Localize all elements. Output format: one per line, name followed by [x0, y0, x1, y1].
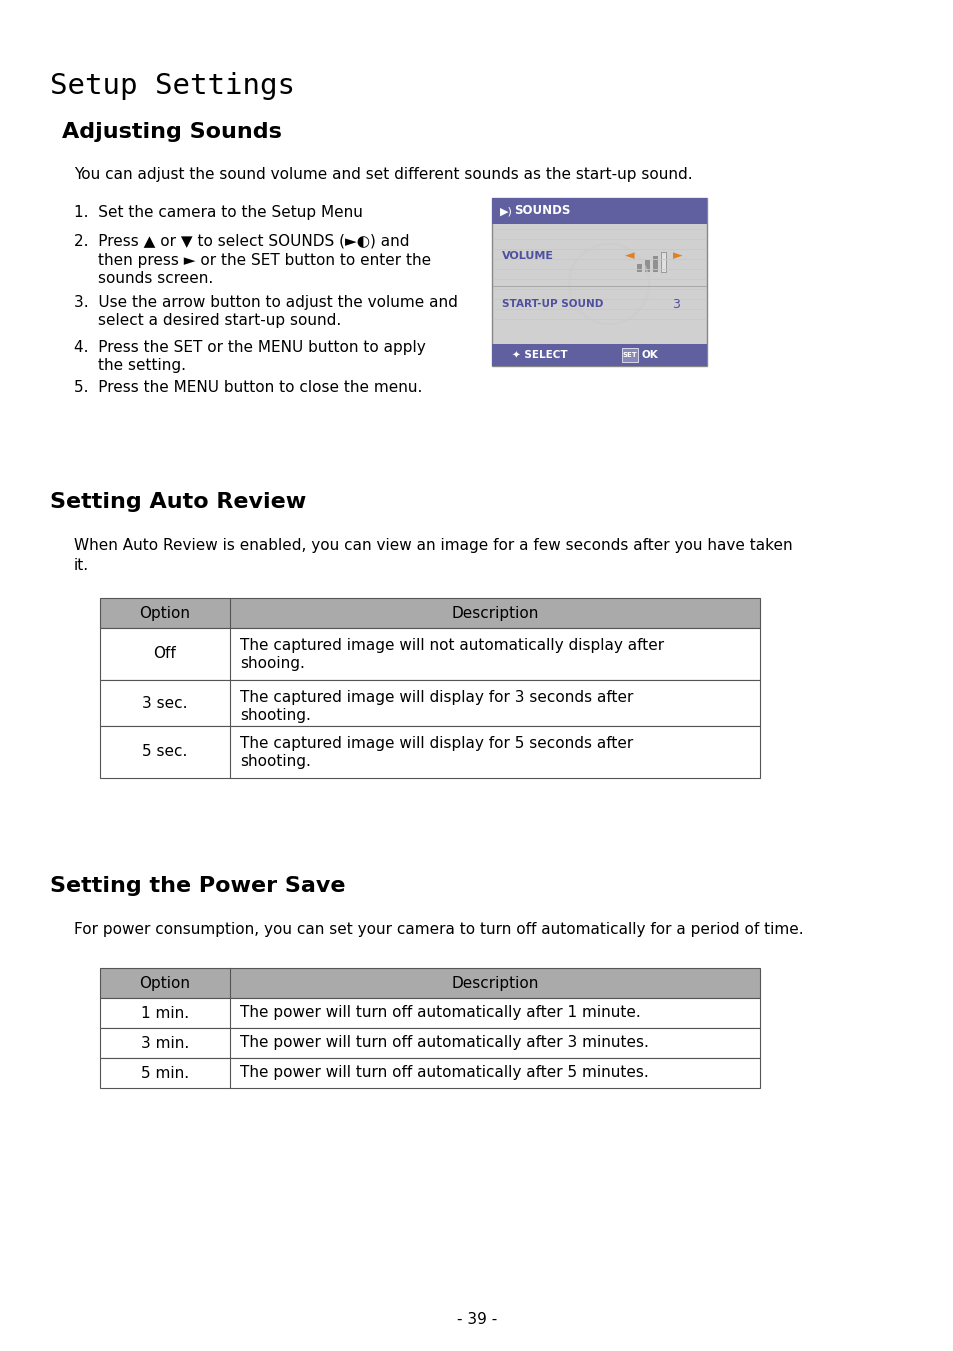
Text: VOLUME: VOLUME — [501, 251, 554, 261]
Bar — [492, 345, 706, 366]
Text: ◄: ◄ — [624, 250, 634, 262]
Bar — [637, 263, 641, 272]
Text: 5 sec.: 5 sec. — [142, 744, 188, 759]
Bar — [660, 253, 665, 272]
Text: The power will turn off automatically after 5 minutes.: The power will turn off automatically af… — [240, 1066, 648, 1081]
Text: Description: Description — [451, 975, 538, 992]
Text: START-UP SOUND: START-UP SOUND — [501, 299, 602, 309]
Text: The captured image will not automatically display after: The captured image will not automaticall… — [240, 638, 663, 653]
Text: 2.  Press ▲ or ▼ to select SOUNDS (►◐) and: 2. Press ▲ or ▼ to select SOUNDS (►◐) an… — [74, 232, 409, 249]
Bar — [100, 598, 760, 628]
Bar — [100, 1058, 760, 1088]
Text: sounds screen.: sounds screen. — [98, 272, 213, 286]
Text: The captured image will display for 3 seconds after: The captured image will display for 3 se… — [240, 690, 633, 705]
Text: Option: Option — [139, 607, 191, 621]
Text: the setting.: the setting. — [98, 358, 186, 373]
Text: Option: Option — [139, 975, 191, 992]
Text: then press ► or the SET button to enter the: then press ► or the SET button to enter … — [98, 253, 431, 267]
Text: Off: Off — [153, 647, 176, 662]
Text: select a desired start-up sound.: select a desired start-up sound. — [98, 313, 341, 328]
Text: Adjusting Sounds: Adjusting Sounds — [62, 122, 281, 142]
Bar — [100, 969, 760, 998]
Text: The captured image will display for 5 seconds after: The captured image will display for 5 se… — [240, 736, 633, 751]
Text: 5.  Press the MENU button to close the menu.: 5. Press the MENU button to close the me… — [74, 380, 422, 394]
Text: Description: Description — [451, 607, 538, 621]
Text: For power consumption, you can set your camera to turn off automatically for a p: For power consumption, you can set your … — [74, 921, 802, 938]
Text: 3: 3 — [671, 297, 679, 311]
Bar — [100, 725, 760, 778]
Text: You can adjust the sound volume and set different sounds as the start-up sound.: You can adjust the sound volume and set … — [74, 168, 692, 182]
Bar — [644, 259, 649, 272]
Text: Setting the Power Save: Setting the Power Save — [50, 875, 345, 896]
Text: Setup Settings: Setup Settings — [50, 72, 294, 100]
Text: - 39 -: - 39 - — [456, 1312, 497, 1327]
Text: 3.  Use the arrow button to adjust the volume and: 3. Use the arrow button to adjust the vo… — [74, 295, 457, 309]
Text: it.: it. — [74, 558, 89, 573]
Text: 3 sec.: 3 sec. — [142, 696, 188, 711]
Bar — [100, 998, 760, 1028]
Text: The power will turn off automatically after 1 minute.: The power will turn off automatically af… — [240, 1005, 640, 1020]
Text: 1.  Set the camera to the Setup Menu: 1. Set the camera to the Setup Menu — [74, 205, 362, 220]
Text: ►: ► — [672, 250, 682, 262]
Bar — [621, 349, 638, 362]
Text: When Auto Review is enabled, you can view an image for a few seconds after you h: When Auto Review is enabled, you can vie… — [74, 538, 792, 553]
Bar — [100, 680, 760, 725]
Text: ▶): ▶) — [499, 205, 513, 216]
Bar — [492, 199, 706, 366]
Text: Setting Auto Review: Setting Auto Review — [50, 492, 306, 512]
Text: SET: SET — [622, 353, 638, 358]
Text: The power will turn off automatically after 3 minutes.: The power will turn off automatically af… — [240, 1035, 648, 1051]
Text: OK: OK — [641, 350, 659, 359]
Bar — [100, 628, 760, 680]
Text: 5 min.: 5 min. — [141, 1066, 189, 1081]
Text: 1 min.: 1 min. — [141, 1005, 189, 1020]
Text: 4.  Press the SET or the MENU button to apply: 4. Press the SET or the MENU button to a… — [74, 340, 425, 355]
Text: shooting.: shooting. — [240, 708, 311, 723]
Text: 3 min.: 3 min. — [141, 1035, 189, 1051]
Bar — [652, 255, 658, 272]
Text: shooting.: shooting. — [240, 754, 311, 769]
Text: shooing.: shooing. — [240, 657, 305, 671]
Text: SOUNDS: SOUNDS — [514, 204, 570, 218]
Bar — [100, 1028, 760, 1058]
Text: ✦ SELECT: ✦ SELECT — [512, 350, 567, 359]
Bar — [492, 199, 706, 224]
